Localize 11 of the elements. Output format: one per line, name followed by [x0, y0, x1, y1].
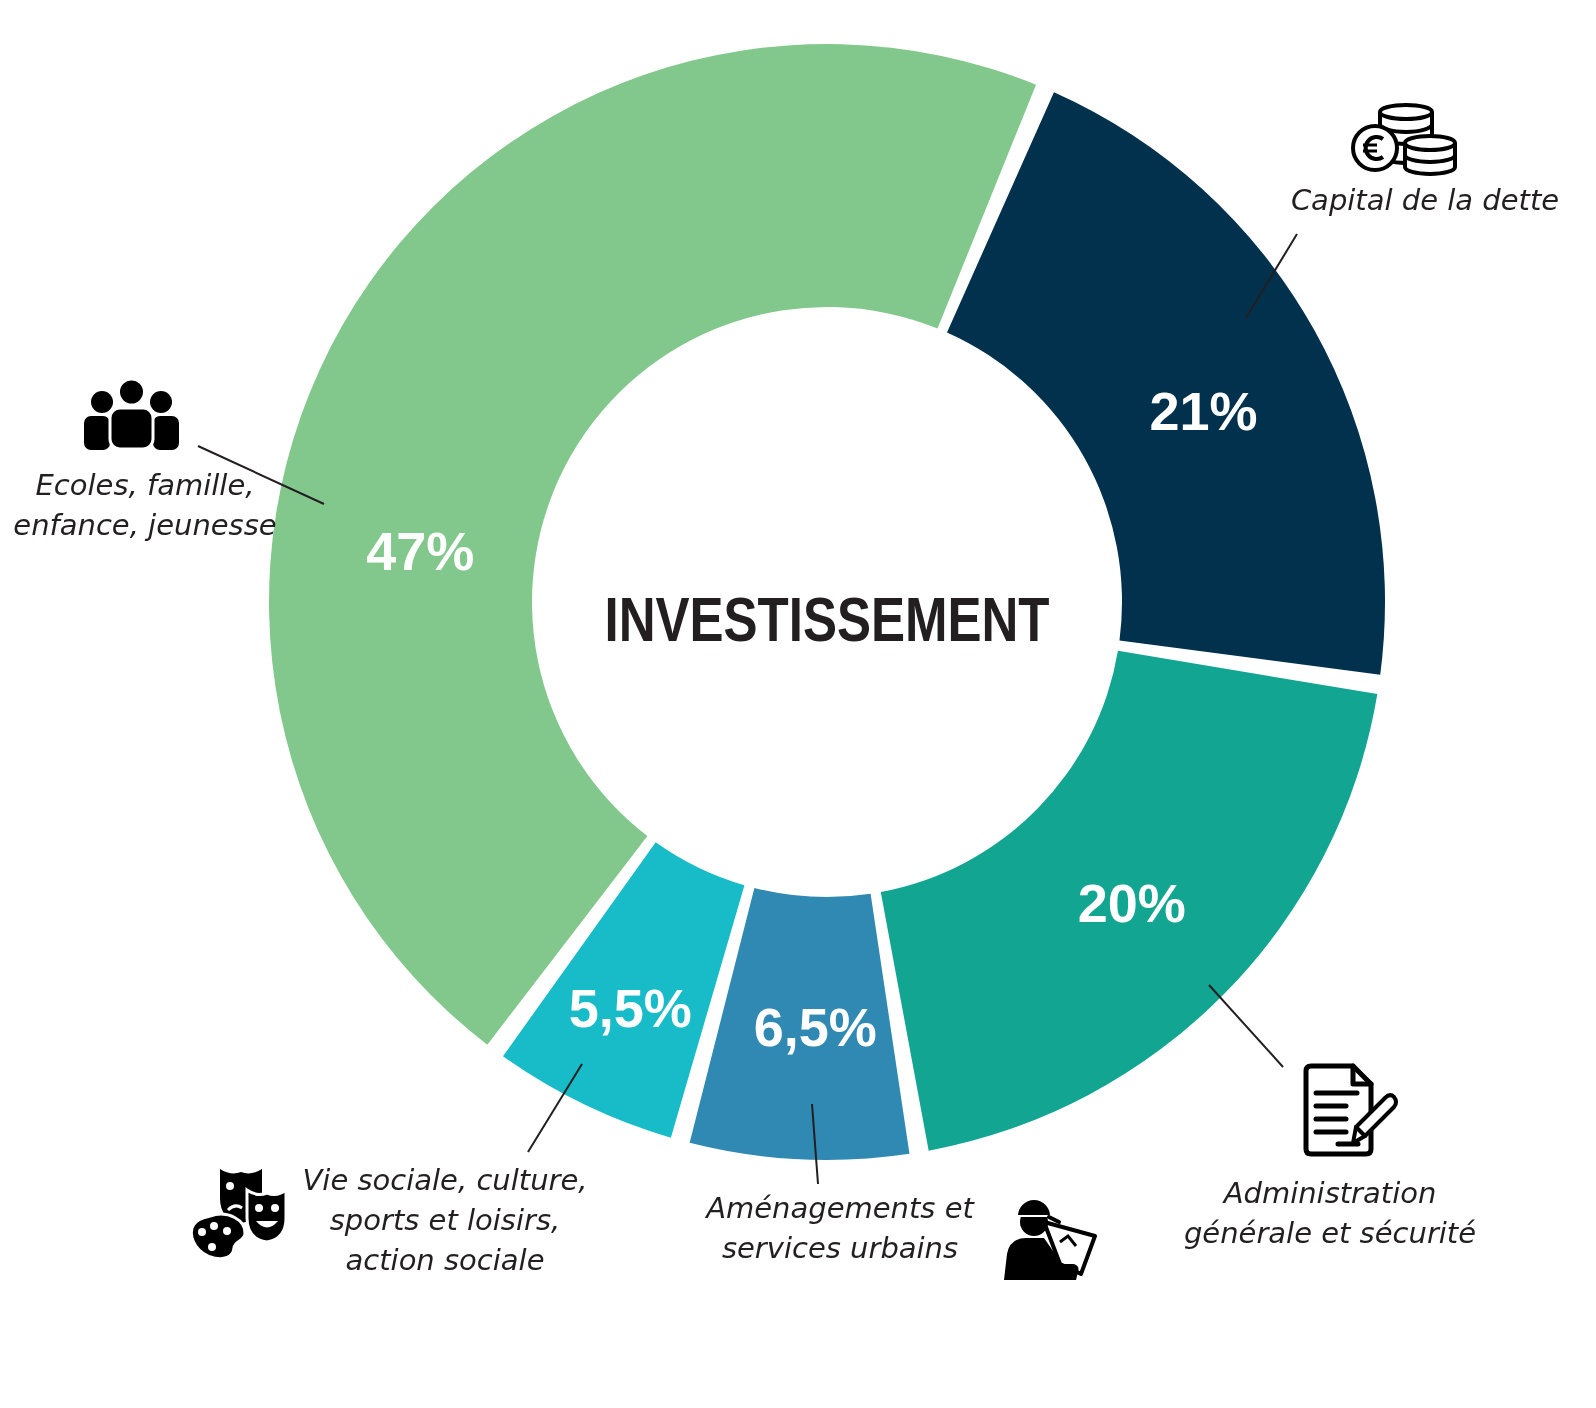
slice-label: Ecoles, famille, enfance, jeunesse — [12, 467, 278, 544]
slice-label: Aménagements et services urbains — [704, 1190, 976, 1267]
slice-label: Capital de la dette — [1289, 182, 1561, 219]
data-label: 20% — [1077, 872, 1186, 933]
slice-label: Administration générale et sécurité — [1182, 1175, 1478, 1252]
data-label: 5,5% — [568, 977, 692, 1038]
text: INVESTISSEMENT — [604, 583, 1050, 655]
data-label: 47% — [366, 520, 475, 581]
data-label: 21% — [1149, 381, 1258, 442]
slice-label: Vie sociale, culture, sports et loisirs, action sociale — [301, 1162, 589, 1279]
data-label: 6,5% — [753, 996, 877, 1057]
